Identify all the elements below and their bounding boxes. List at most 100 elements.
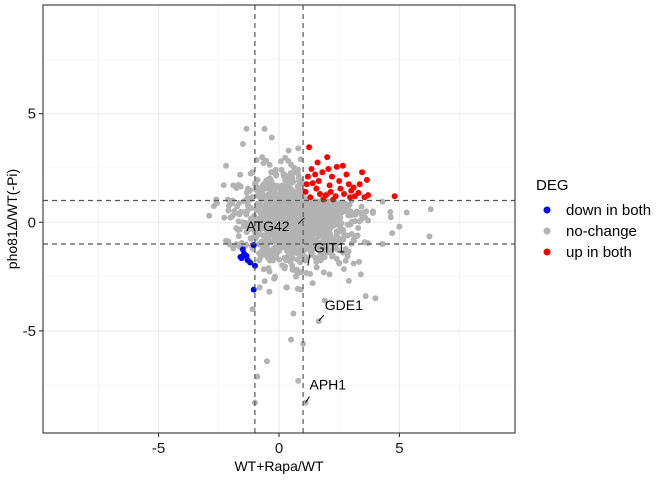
- up-in-both-point: [363, 176, 370, 183]
- no-change-point: [322, 243, 329, 250]
- up-in-both-point: [308, 166, 315, 173]
- no-change-point: [333, 217, 340, 224]
- no-change-point: [357, 271, 364, 278]
- no-change-point: [225, 202, 232, 209]
- no-change-point: [320, 269, 327, 276]
- no-change-point: [341, 231, 348, 238]
- no-change-point: [264, 254, 271, 261]
- no-change-point: [283, 284, 290, 291]
- no-change-point: [356, 258, 363, 265]
- up-in-both-point: [306, 144, 313, 151]
- no-change-point: [266, 268, 273, 275]
- no-change-point: [220, 182, 227, 189]
- no-change-point: [271, 252, 278, 259]
- no-change-point: [353, 208, 360, 215]
- legend-key-down-in-both: [543, 206, 551, 214]
- no-change-point: [344, 221, 351, 228]
- down-in-both-point: [250, 242, 257, 249]
- no-change-point: [369, 208, 376, 215]
- up-in-both-point: [304, 173, 311, 180]
- down-in-both-point: [237, 254, 244, 261]
- no-change-point: [294, 166, 301, 173]
- no-change-point: [296, 243, 303, 250]
- no-change-point: [326, 247, 333, 254]
- legend-label-no-change: no-change: [566, 223, 637, 240]
- no-change-point: [355, 225, 362, 232]
- up-in-both-point: [315, 177, 322, 184]
- legend-title: DEG: [536, 177, 569, 194]
- no-change-point: [262, 247, 269, 254]
- no-change-point: [339, 199, 346, 206]
- no-change-point: [257, 254, 264, 261]
- down-in-both-point: [251, 262, 258, 269]
- no-change-point: [327, 232, 334, 239]
- no-change-point: [234, 203, 241, 210]
- no-change-point: [266, 161, 273, 168]
- no-change-point: [403, 209, 410, 216]
- up-in-both-point: [336, 177, 343, 184]
- no-change-point: [313, 264, 320, 271]
- down-in-both-point: [250, 286, 257, 293]
- no-change-point: [387, 214, 394, 221]
- no-change-point: [336, 236, 343, 243]
- no-change-point: [300, 340, 307, 347]
- no-change-point: [303, 201, 310, 208]
- no-change-point: [275, 201, 282, 208]
- no-change-point: [333, 240, 340, 247]
- no-change-point: [326, 271, 333, 278]
- no-change-point: [295, 175, 302, 182]
- no-change-point: [245, 188, 252, 195]
- no-change-point: [283, 257, 290, 264]
- up-in-both-point: [302, 188, 309, 195]
- up-in-both-point: [313, 185, 320, 192]
- no-change-point: [256, 190, 263, 197]
- legend-key-up-in-both: [543, 248, 551, 256]
- no-change-point: [379, 240, 386, 247]
- no-change-point: [342, 245, 349, 252]
- no-change-point: [364, 240, 371, 247]
- no-change-point: [244, 194, 251, 201]
- no-change-point: [243, 241, 250, 248]
- up-in-both-point: [324, 154, 331, 161]
- no-change-point: [276, 256, 283, 263]
- no-change-point: [206, 212, 213, 219]
- no-change-point: [313, 258, 320, 265]
- no-change-point: [283, 244, 290, 251]
- no-change-point: [290, 212, 297, 219]
- no-change-point: [288, 172, 295, 179]
- annotation-leader-line: [297, 217, 305, 225]
- up-in-both-point: [347, 194, 354, 201]
- no-change-point: [249, 169, 256, 176]
- no-change-point: [295, 377, 302, 384]
- no-change-point: [311, 226, 318, 233]
- no-change-point: [252, 180, 259, 187]
- no-change-point: [389, 230, 396, 237]
- no-change-point: [317, 251, 324, 258]
- no-change-point: [263, 358, 270, 365]
- no-change-point: [266, 183, 273, 190]
- no-change-point: [288, 187, 295, 194]
- gene-label-aph1: APH1: [309, 377, 346, 393]
- no-change-point: [273, 236, 280, 243]
- no-change-point: [268, 225, 275, 232]
- no-change-point: [213, 196, 220, 203]
- no-change-point: [307, 221, 314, 228]
- threshold-lines: [43, 5, 515, 433]
- up-in-both-point: [341, 191, 348, 198]
- no-change-point: [321, 297, 328, 304]
- no-change-point: [353, 232, 360, 239]
- no-change-point: [288, 217, 295, 224]
- no-change-point: [242, 208, 249, 215]
- no-change-point: [244, 200, 251, 207]
- up-in-both-point: [333, 163, 340, 170]
- no-change-point: [362, 293, 369, 300]
- no-change-point: [365, 217, 372, 224]
- no-change-point: [302, 257, 309, 264]
- no-change-point: [296, 232, 303, 239]
- no-change-point: [344, 253, 351, 260]
- gene-annotations: ATG42 GIT1 GDE1 APH1: [246, 217, 363, 403]
- no-change-point: [256, 199, 263, 206]
- no-change-point: [237, 171, 244, 178]
- x-tick-label: -5: [152, 440, 165, 457]
- no-change-point: [293, 266, 300, 273]
